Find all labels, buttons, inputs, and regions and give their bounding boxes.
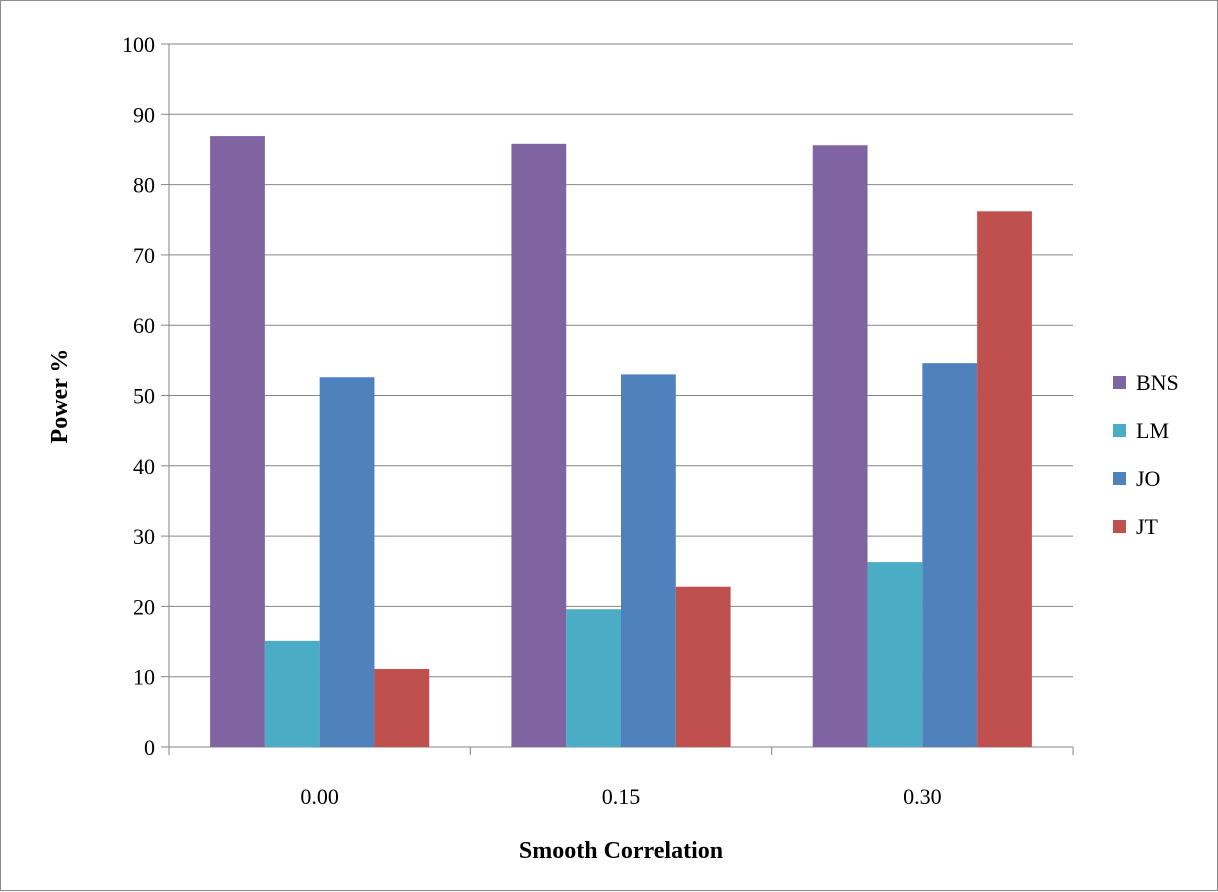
x-tick-labels: 0.00 0.15 0.30 (300, 784, 941, 809)
y-tick-label: 0 (144, 735, 155, 760)
y-tick-label: 30 (133, 524, 155, 549)
legend-label-lm: LM (1136, 418, 1169, 443)
y-tick-label: 50 (133, 384, 155, 409)
x-tick-label: 0.30 (903, 784, 942, 809)
x-axis-title: Smooth Correlation (519, 838, 723, 864)
bar-lm-0.00 (264, 640, 320, 747)
legend-label-jo: JO (1136, 466, 1160, 491)
legend-swatch-jo (1113, 472, 1126, 485)
bar-jo-0.00 (319, 377, 375, 747)
y-tick-label: 80 (133, 173, 155, 198)
bar-jo-0.30 (922, 363, 978, 747)
y-tick-label: 20 (133, 594, 155, 619)
bar-bns-0.15 (511, 143, 567, 748)
bar-jt-0.00 (374, 668, 430, 747)
y-tick-label: 100 (122, 32, 155, 57)
x-tick-label: 0.15 (602, 784, 641, 809)
legend-swatch-jt (1113, 520, 1126, 533)
bar-lm-0.15 (566, 609, 621, 747)
legend-label-jt: JT (1136, 514, 1159, 539)
bar-jo-0.15 (621, 374, 676, 747)
legend-swatch-lm (1113, 424, 1126, 437)
y-axis-title: Power % (47, 349, 73, 444)
bar-jt-0.30 (977, 211, 1032, 748)
bar-jt-0.15 (675, 586, 731, 747)
legend-swatch-bns (1113, 376, 1126, 389)
y-tick-label: 60 (133, 313, 155, 338)
legend: BNS LM JO JT (1113, 370, 1179, 539)
bar-lm-0.30 (867, 562, 923, 747)
y-tick-label: 40 (133, 454, 155, 479)
legend-label-bns: BNS (1136, 370, 1179, 395)
x-tick-label: 0.00 (300, 784, 339, 809)
y-tick-label: 10 (133, 665, 155, 690)
bar-bns-0.30 (812, 145, 868, 747)
bar-bns-0.00 (210, 136, 265, 747)
y-tick-label: 70 (133, 243, 155, 268)
y-tick-labels: 0 10 20 30 40 50 60 70 80 90 100 (122, 32, 155, 760)
y-tick-label: 90 (133, 102, 155, 127)
bars (210, 136, 1032, 748)
